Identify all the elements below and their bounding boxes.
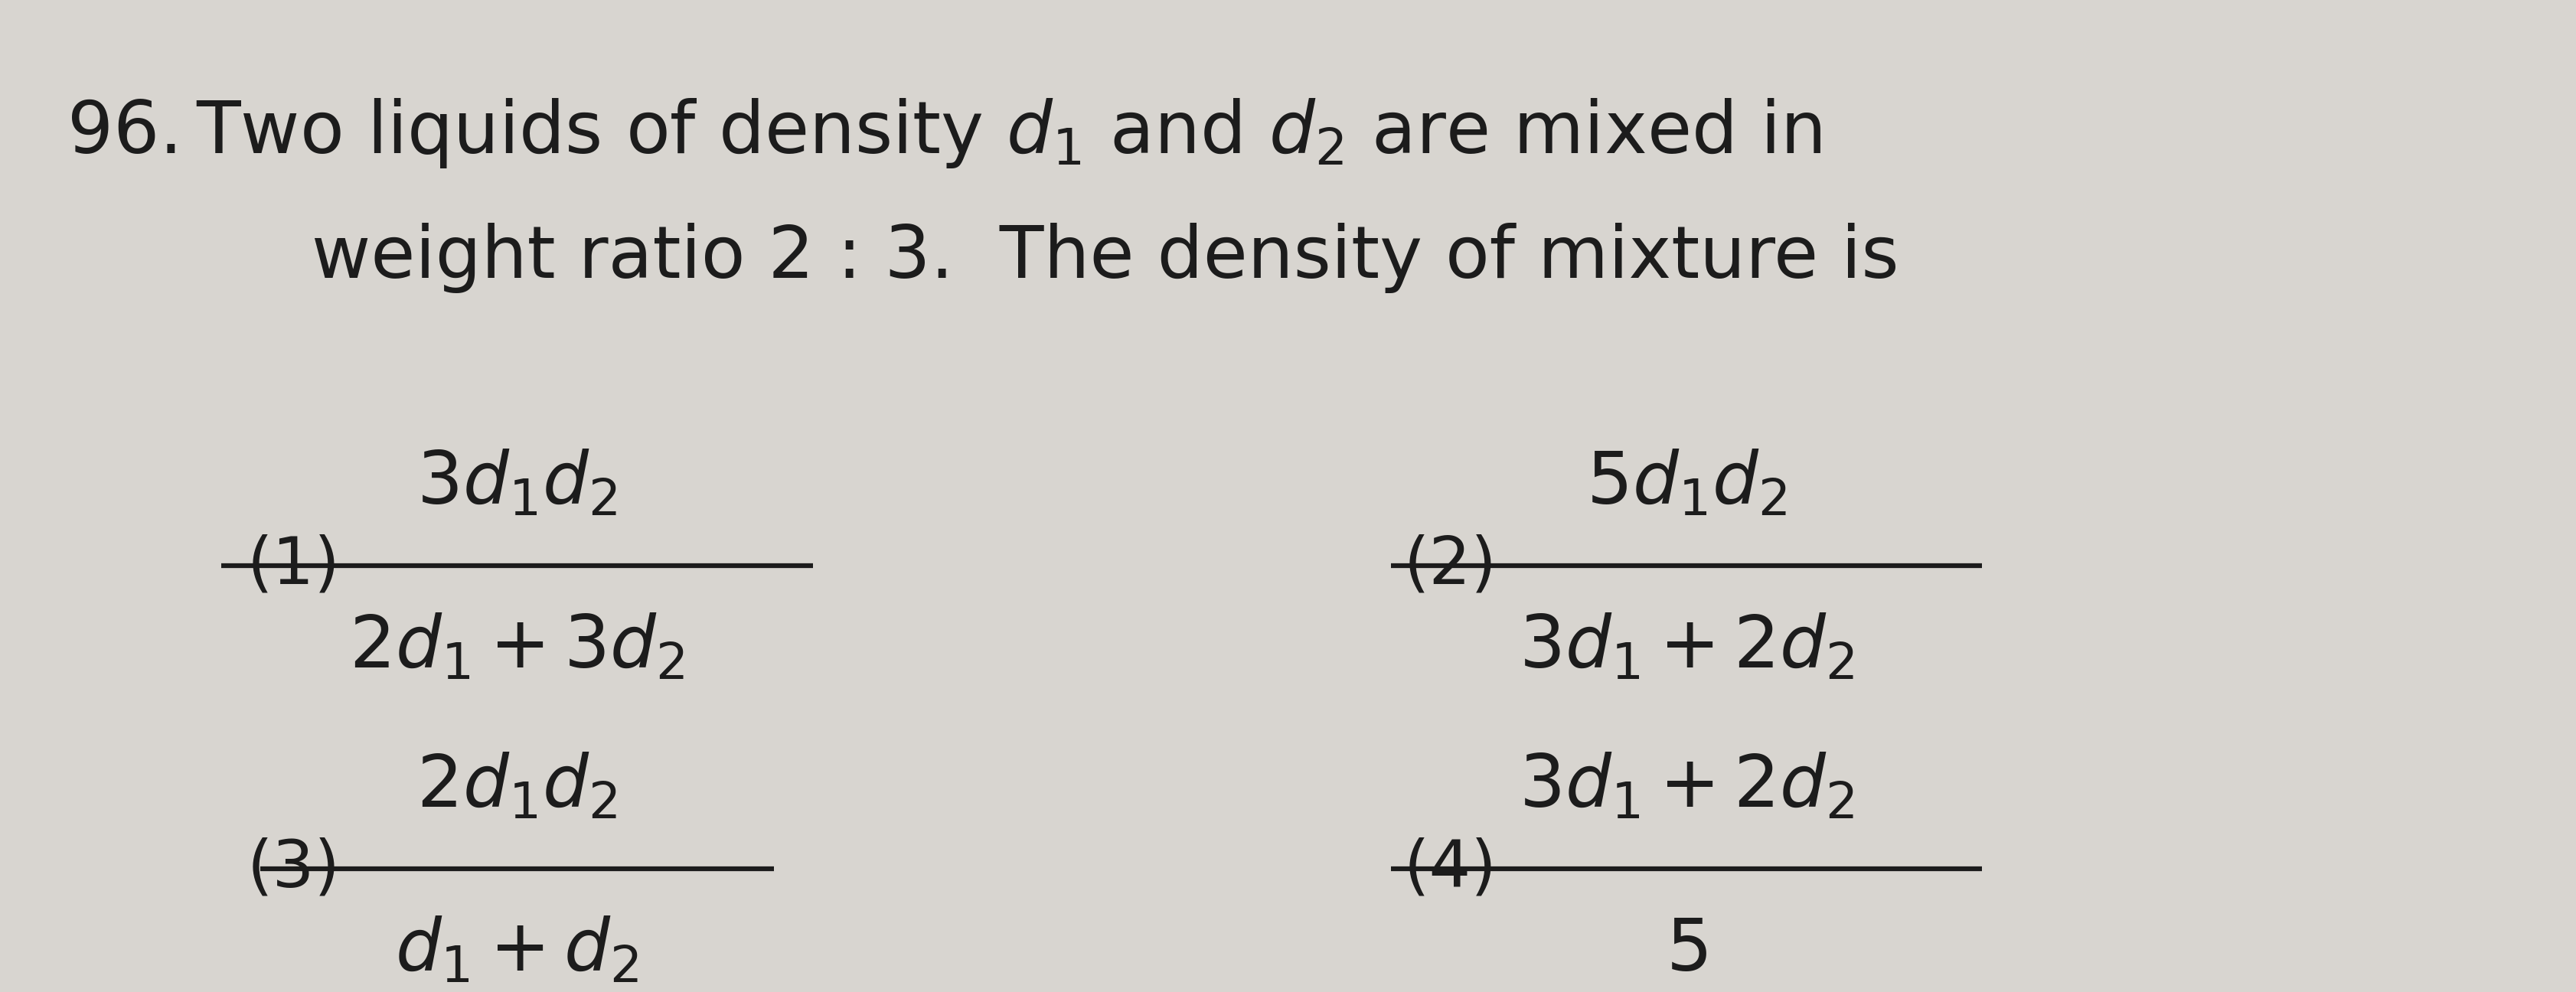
Text: (4): (4): [1404, 837, 1497, 901]
Text: 96.: 96.: [67, 98, 183, 169]
Text: $3d_1d_2$: $3d_1d_2$: [417, 449, 618, 520]
Text: weight ratio 2 : 3.  The density of mixture is: weight ratio 2 : 3. The density of mixtu…: [312, 223, 1899, 294]
Text: $2d_1d_2$: $2d_1d_2$: [417, 752, 618, 822]
Text: $2d_1+3d_2$: $2d_1+3d_2$: [350, 612, 685, 682]
Text: (1): (1): [247, 534, 340, 597]
Text: $5$: $5$: [1667, 916, 1708, 986]
Text: $3d_1+2d_2$: $3d_1+2d_2$: [1517, 752, 1855, 822]
Text: $5d_1d_2$: $5d_1d_2$: [1587, 449, 1788, 520]
Text: $d_1+d_2$: $d_1+d_2$: [394, 916, 639, 986]
Text: $3d_1+2d_2$: $3d_1+2d_2$: [1517, 612, 1855, 682]
Text: (3): (3): [247, 837, 340, 901]
Text: Two liquids of density $d_1$ and $d_2$ are mixed in: Two liquids of density $d_1$ and $d_2$ a…: [196, 96, 1821, 170]
Text: (2): (2): [1404, 534, 1497, 597]
